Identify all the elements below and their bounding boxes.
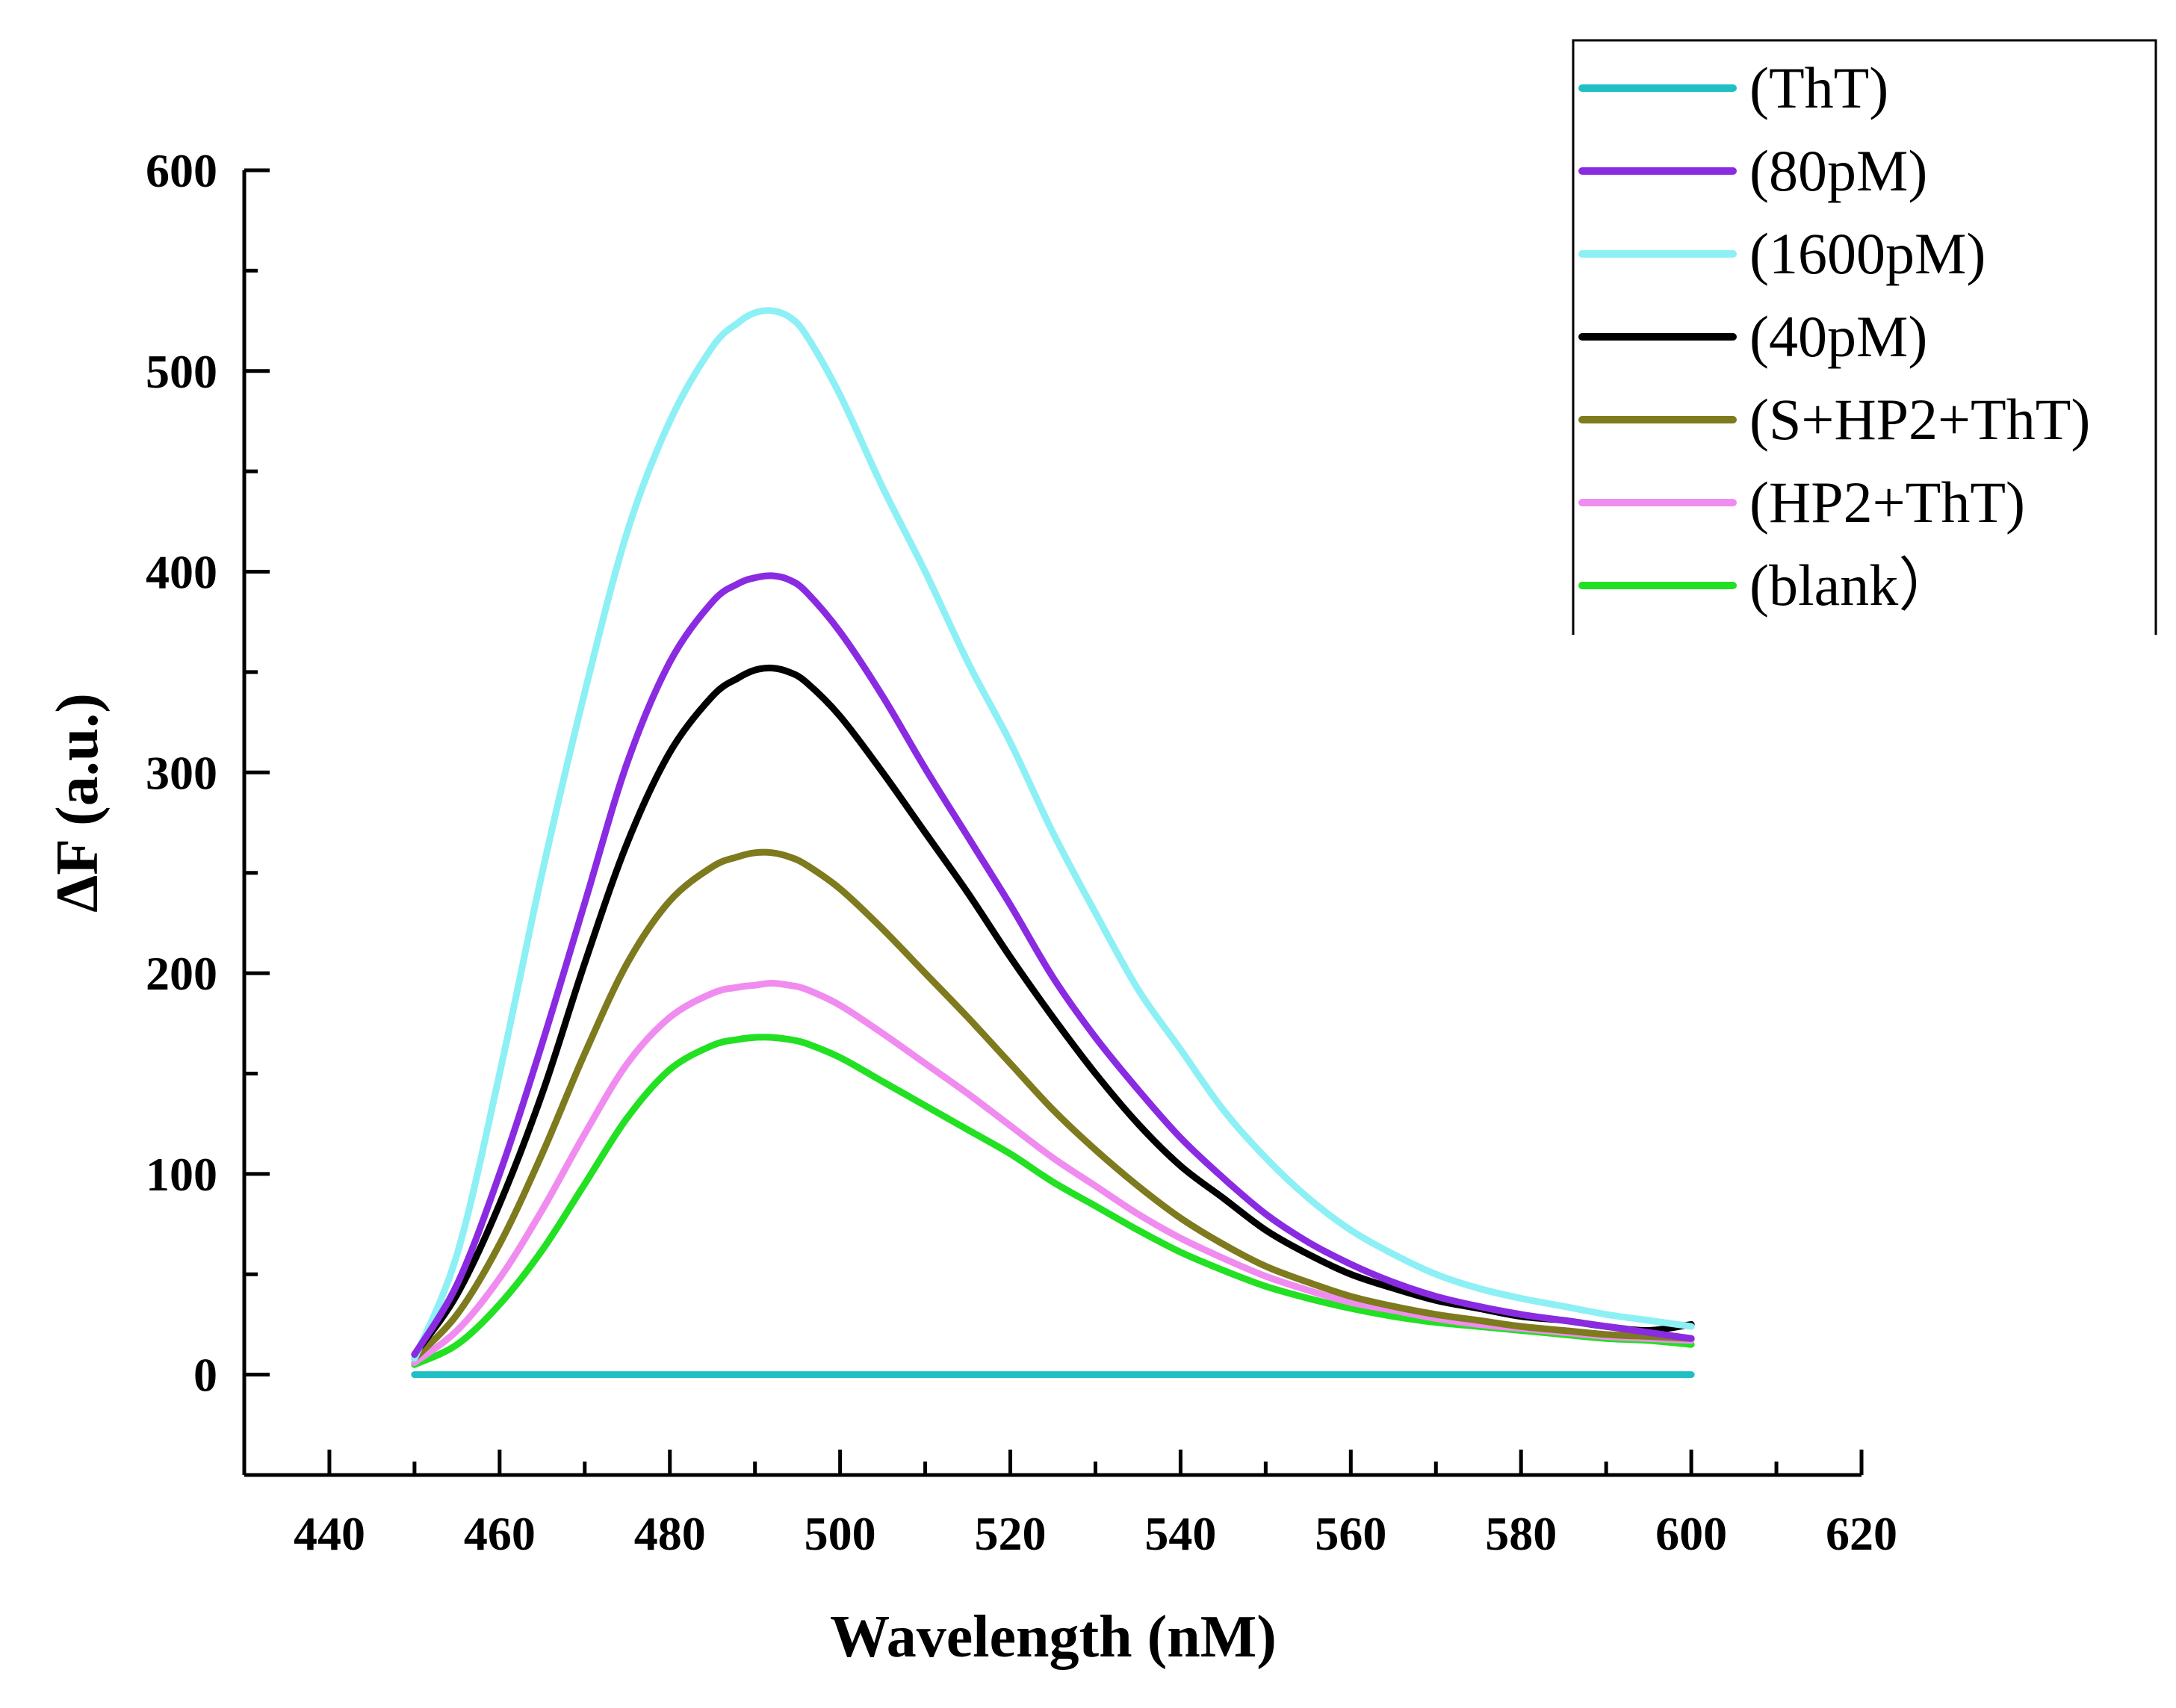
x-tick-label: 600: [1655, 1507, 1727, 1560]
y-tick-label: 400: [146, 546, 217, 599]
x-axis-title: Wavelength (nM): [830, 1604, 1277, 1670]
legend: (ThT) (80pM) (1600pM) (40pM) (S+HP2+ThT) (HP2…: [1572, 39, 2157, 635]
legend-frame: [1572, 39, 2157, 635]
y-tick-label: 300: [146, 746, 217, 799]
y-tick-label: 0: [193, 1349, 217, 1402]
legend-label-tht: (ThT): [1749, 55, 1888, 120]
series-line-40pm: [411, 664, 1695, 1358]
x-tick-label: 440: [294, 1507, 365, 1560]
y-tick-label: 600: [146, 144, 217, 197]
series-line-1600pm: [411, 307, 1695, 1362]
series-line-s-hp2-tht: [411, 848, 1695, 1362]
x-tick-label: 500: [805, 1507, 876, 1560]
legend-label-blank: (blank）: [1749, 553, 1956, 618]
y-axis-title: ΔF (a.u.): [45, 693, 111, 913]
legend-label-1600pm: (1600pM): [1749, 221, 1986, 286]
x-tick-label: 540: [1144, 1507, 1216, 1560]
legend-label-hp2-tht: (HP2+ThT): [1749, 470, 2025, 535]
y-tick-label: 200: [146, 947, 217, 1000]
x-ticks: 440 460 480 500 520 540 560 580 600 620: [242, 1450, 1897, 1560]
x-tick-label: 560: [1315, 1507, 1386, 1560]
x-tick-label: 460: [464, 1507, 536, 1560]
axes: [242, 170, 1862, 1477]
x-tick-label: 580: [1485, 1507, 1557, 1560]
x-tick-label: 620: [1826, 1507, 1897, 1560]
y-tick-label: 500: [146, 345, 217, 398]
y-ticks: 0 100 200 300 400 500 600: [146, 144, 270, 1477]
legend-label-80pm: (80pM): [1749, 138, 1927, 203]
series-line-hp2-tht: [411, 980, 1695, 1366]
legend-label-s-hp2-tht: (S+HP2+ThT): [1749, 387, 2090, 452]
x-tick-label: 480: [634, 1507, 706, 1560]
series-line-blank: [411, 1034, 1695, 1368]
series-lines: [411, 307, 1695, 1379]
legend-label-40pm: (40pM): [1749, 304, 1927, 369]
series-line-80pm: [411, 572, 1695, 1358]
y-tick-label: 100: [146, 1148, 217, 1201]
x-tick-label: 520: [975, 1507, 1047, 1560]
